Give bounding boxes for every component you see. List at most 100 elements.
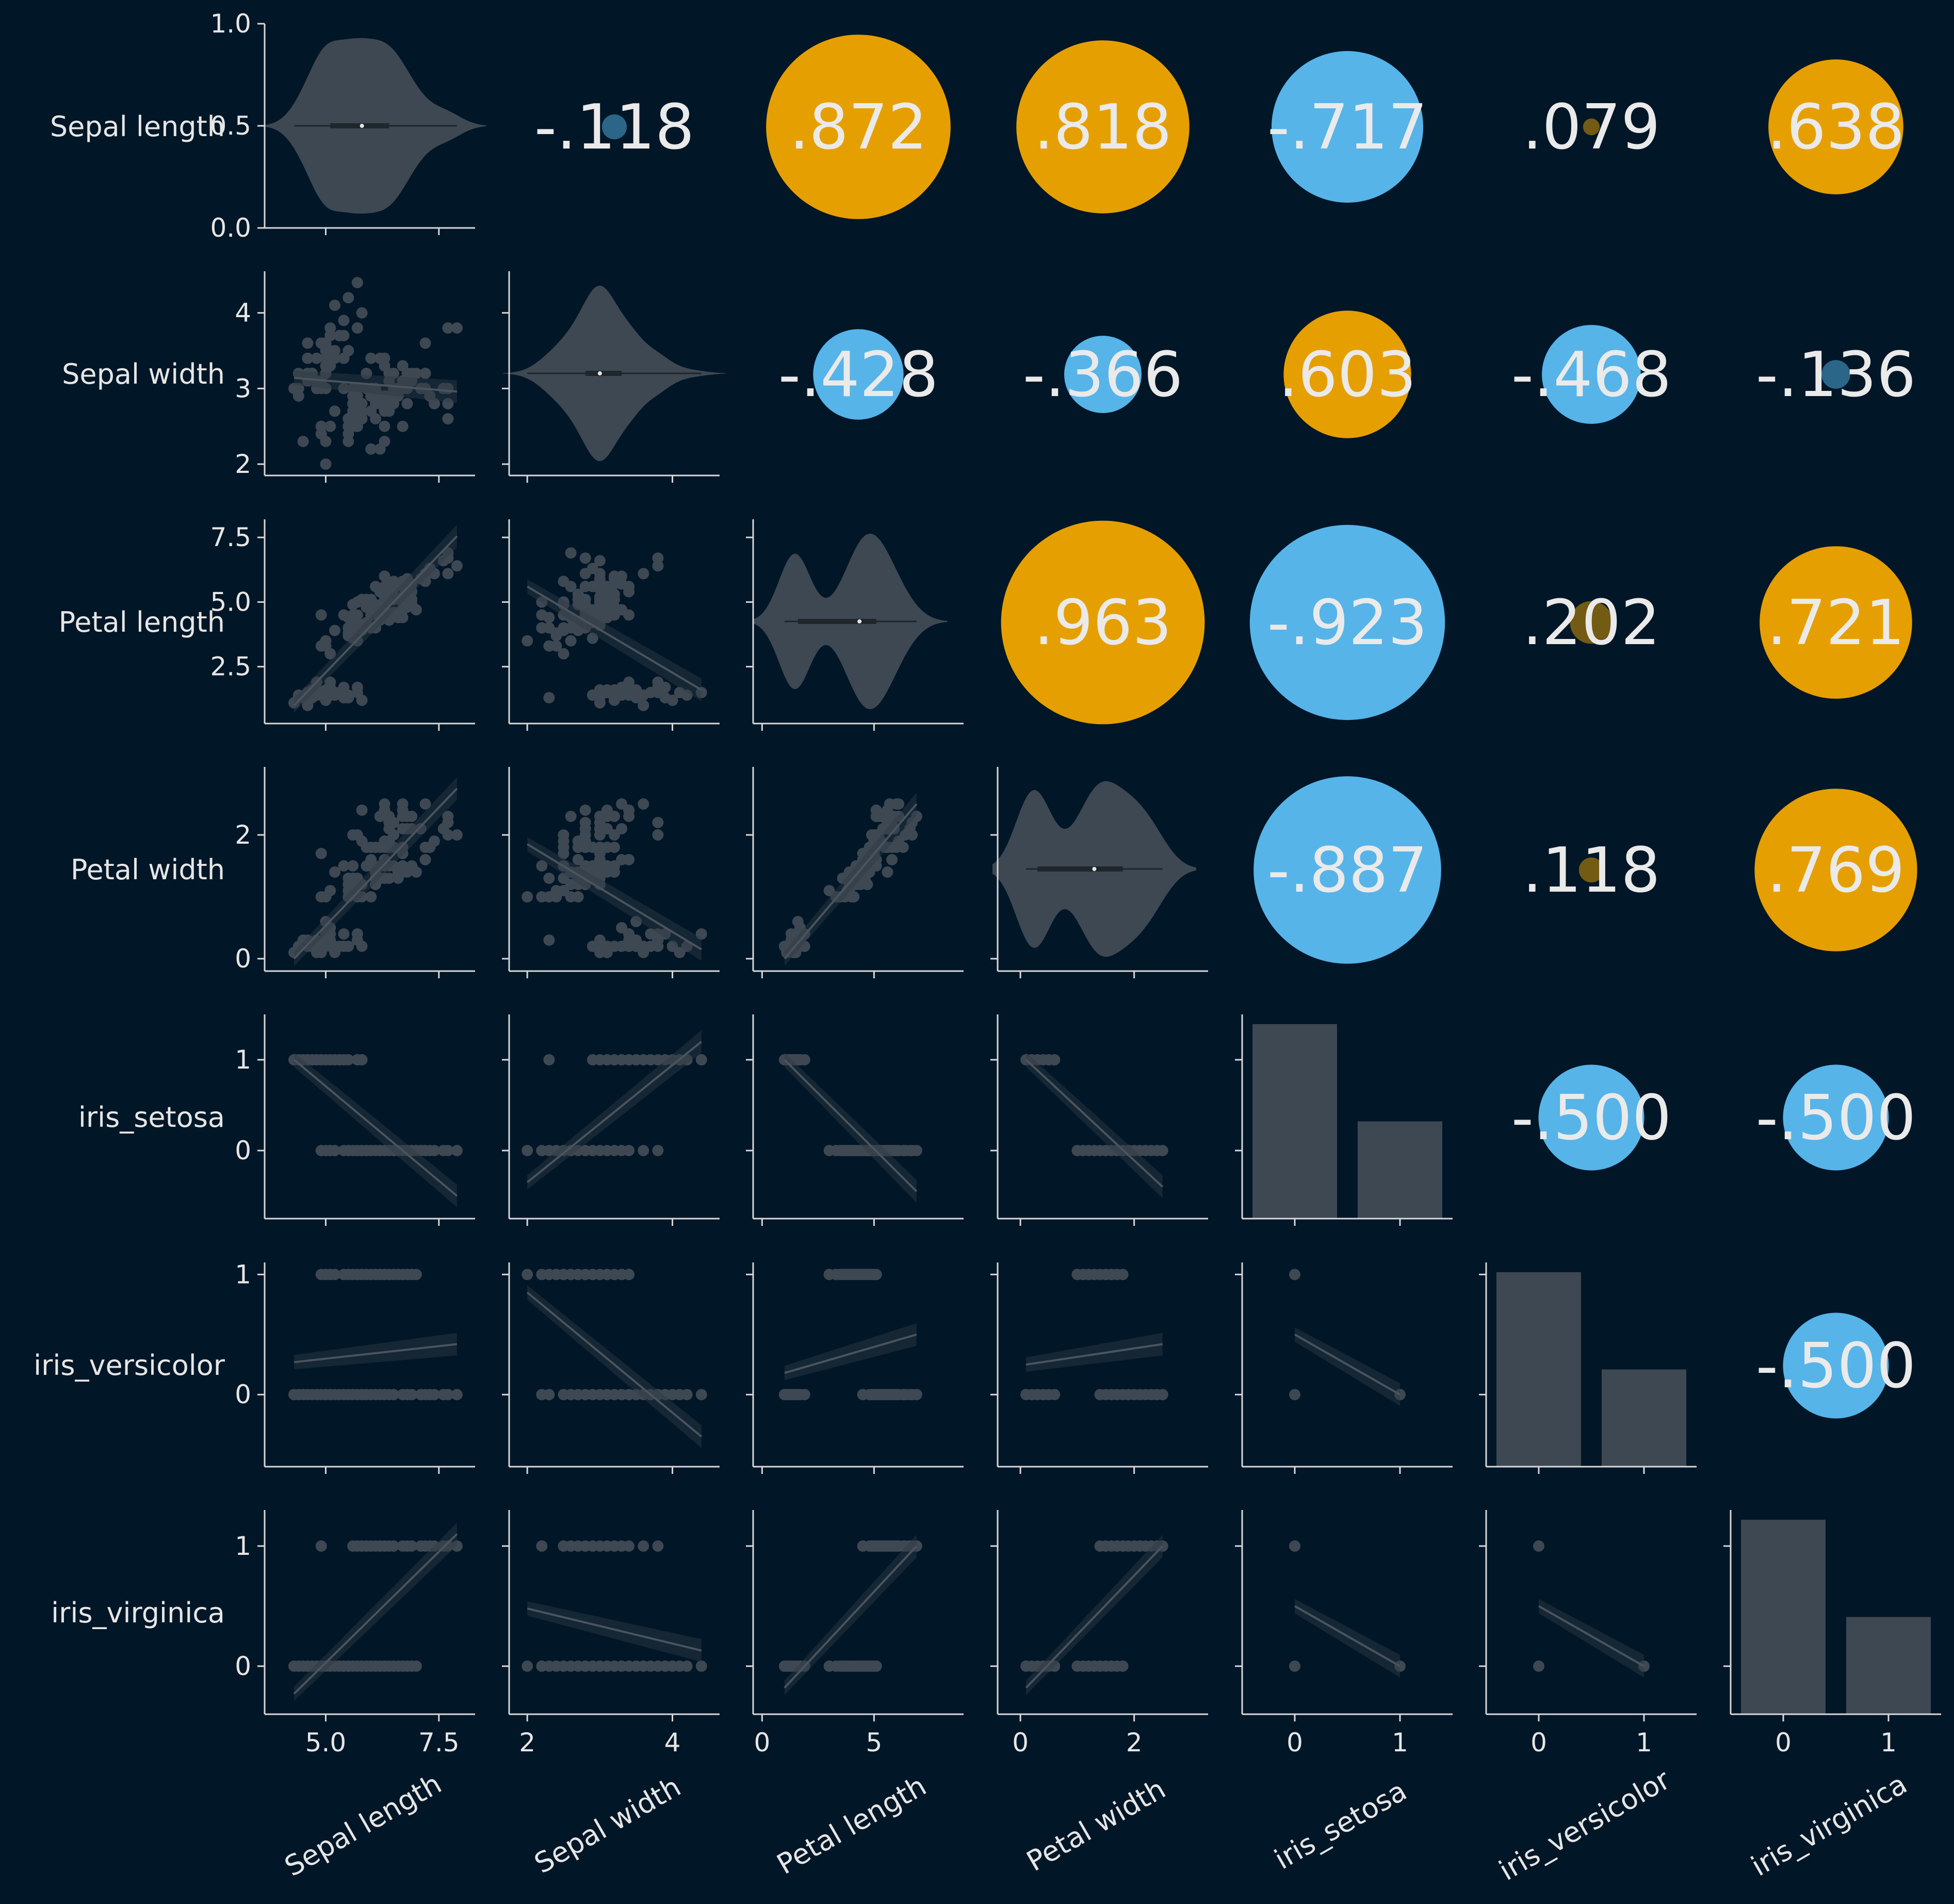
- scatter-point: [320, 436, 332, 447]
- scatter-point: [623, 676, 635, 688]
- scatter-point: [638, 1145, 649, 1156]
- scatter-point: [616, 689, 628, 701]
- y-tick-label-petal-width: 0: [235, 944, 251, 974]
- scatter-point: [419, 368, 431, 379]
- scatter-point: [839, 891, 851, 902]
- scatter-point: [1032, 1660, 1044, 1672]
- scatter-point: [695, 1660, 707, 1672]
- scatter-point: [333, 1389, 345, 1401]
- scatter-point: [652, 1660, 664, 1672]
- panel-petal-width-vs-sepal-width: [522, 798, 707, 961]
- x-tick-label-sepal-width: 2: [519, 1728, 535, 1758]
- scatter-point: [1533, 1540, 1544, 1552]
- panel-petal-length-vs-iris-setosa: -.923: [1249, 524, 1445, 720]
- scatter-point: [785, 934, 797, 946]
- regression-line: [527, 1607, 702, 1652]
- scatter-point: [442, 398, 454, 409]
- scatter-point: [579, 552, 591, 564]
- scatter-point: [397, 860, 409, 872]
- scatter-point: [451, 560, 463, 572]
- scatter-point: [379, 398, 390, 409]
- scatter-point: [893, 798, 905, 810]
- regression-ci-band: [527, 1285, 702, 1448]
- panel-petal-length-vs-iris-virginica: .721: [1760, 546, 1912, 699]
- scatter-point: [522, 891, 533, 902]
- scatter-point: [429, 568, 440, 580]
- regression-ci-band: [784, 1323, 917, 1381]
- y-tick-label-petal-width: 2: [235, 820, 251, 850]
- regression-ci-band: [294, 1053, 457, 1207]
- violin-median: [360, 124, 364, 128]
- bar-iris-virginica-0: [1741, 1519, 1826, 1714]
- regression-line: [784, 803, 918, 960]
- x-tick-label-sepal-width: 4: [664, 1728, 681, 1758]
- scatter-point: [401, 1269, 413, 1281]
- correlation-label-sepal-width-iris-versicolor: -.468: [1511, 339, 1672, 411]
- scatter-point: [365, 352, 377, 364]
- y-tick-label-iris-versicolor: 0: [235, 1380, 251, 1409]
- scatter-point: [347, 860, 359, 872]
- panel-sepal-length-vs-sepal-width: -.118: [534, 92, 695, 163]
- scatter-point: [292, 383, 304, 395]
- scatter-point: [383, 1540, 395, 1552]
- panel-sepal-length-vs-petal-length: .872: [766, 35, 951, 219]
- bar-iris-versicolor-0: [1496, 1272, 1581, 1467]
- regression-line: [1025, 1059, 1164, 1188]
- correlation-label-petal-length-iris-virginica: .721: [1767, 587, 1904, 659]
- scatter-point: [623, 811, 635, 822]
- scatter-point: [419, 1389, 431, 1401]
- scatter-point: [543, 640, 555, 652]
- scatter-point: [1128, 1389, 1140, 1401]
- scatter-point: [315, 1540, 327, 1552]
- scatter-point: [1049, 1054, 1061, 1065]
- y-tick-label-sepal-length: 1.0: [210, 9, 251, 39]
- scatter-point: [370, 1540, 381, 1552]
- regression-ci-band: [784, 1534, 917, 1695]
- scatter-point: [442, 413, 454, 424]
- scatter-point: [356, 307, 368, 319]
- panel-petal-width-vs-iris-versicolor: .118: [1522, 835, 1660, 907]
- scatter-point: [311, 947, 322, 958]
- scatter-point: [343, 941, 354, 952]
- scatter-point: [579, 1389, 591, 1401]
- scatter-point: [594, 594, 606, 605]
- scatter-point: [338, 1145, 350, 1156]
- scatter-point: [652, 1054, 664, 1065]
- scatter-point: [451, 1389, 463, 1401]
- scatter-point: [338, 928, 350, 940]
- scatter-point: [543, 1054, 555, 1065]
- scatter-point: [873, 1389, 885, 1401]
- correlation-circle-petal-width-iris-virginica: [1754, 789, 1917, 951]
- scatter-point: [579, 568, 591, 580]
- scatter-point: [870, 860, 882, 872]
- scatter-point: [543, 612, 555, 623]
- regression-line: [293, 535, 458, 707]
- y-tick-label-petal-length: 5.0: [210, 587, 251, 617]
- scatter-point: [379, 436, 390, 447]
- x-tick-label-petal-length: 5: [866, 1728, 882, 1758]
- scatter-point: [351, 277, 363, 288]
- scatter-point: [910, 1145, 922, 1156]
- panel-iris-virginica-vs-iris-versicolor: [1533, 1540, 1650, 1678]
- scatter-point: [429, 1145, 440, 1156]
- scatter-point: [320, 1054, 332, 1065]
- scatter-point: [652, 1540, 664, 1552]
- scatter-point: [370, 1389, 381, 1401]
- scatter-point: [320, 383, 332, 395]
- panel-iris-setosa-vs-sepal-width: [522, 1030, 707, 1190]
- scatter-point: [442, 547, 454, 559]
- panel-petal-width-vs-petal-width: [992, 781, 1196, 957]
- bar-iris-virginica-1: [1846, 1617, 1931, 1714]
- panel-petal-width-vs-sepal-length: [288, 777, 463, 966]
- scatter-point: [1145, 1540, 1157, 1552]
- scatter-point: [543, 891, 555, 902]
- scatter-point: [374, 1145, 386, 1156]
- scatter-point: [351, 934, 363, 946]
- scatter-point: [579, 805, 591, 816]
- scatter-point: [823, 1145, 835, 1156]
- scatter-point: [910, 811, 922, 822]
- violin-median: [597, 371, 602, 375]
- correlation-label-sepal-length-petal-length: .872: [789, 92, 927, 163]
- scatter-point: [900, 829, 911, 841]
- scatter-point: [347, 398, 359, 409]
